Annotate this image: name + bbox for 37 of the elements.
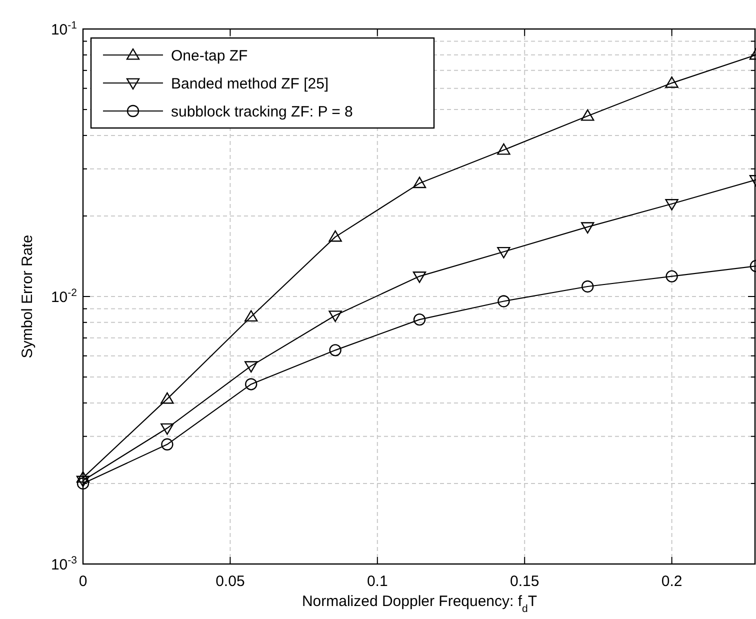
point — [412, 271, 426, 283]
point — [665, 76, 678, 88]
point — [329, 344, 342, 356]
point — [76, 476, 90, 488]
point — [582, 280, 594, 293]
y-tick-label: 10$^{-3}$ — [50, 554, 78, 574]
point — [581, 109, 594, 121]
x-tick-label: 0.2 — [661, 573, 682, 590]
x-tick-label: 0.15 — [510, 573, 540, 590]
point — [665, 199, 678, 210]
y-axis-title: Symbol Error Rate — [19, 234, 36, 358]
point — [497, 143, 510, 155]
point — [498, 295, 510, 308]
point — [160, 423, 174, 435]
point — [666, 270, 678, 282]
point — [76, 477, 90, 490]
legend-label: One-tap ZF — [171, 47, 248, 64]
point — [412, 176, 426, 188]
x-tick-label: 0.05 — [216, 573, 245, 590]
point — [413, 313, 426, 326]
point — [160, 392, 174, 404]
y-tick-label: 10$^{-2}$ — [50, 286, 78, 306]
point — [76, 471, 90, 483]
point — [328, 310, 342, 322]
x-tick-label: 0 — [78, 573, 88, 590]
x-axis-title: Normalized Doppler Frequency: f$_{d}$T — [302, 593, 538, 615]
legend-label: Banded method ZF [25] — [171, 75, 329, 92]
point — [497, 246, 510, 258]
point — [328, 230, 342, 242]
point — [581, 222, 594, 234]
point — [244, 310, 258, 322]
x-tick-label: 0.1 — [366, 573, 388, 590]
point — [244, 361, 258, 373]
point — [245, 378, 258, 390]
point — [161, 438, 174, 450]
y-tick-label: 10$^{-1}$ — [50, 19, 78, 38]
legend-label: subblock tracking ZF: P = 8 — [171, 103, 353, 120]
